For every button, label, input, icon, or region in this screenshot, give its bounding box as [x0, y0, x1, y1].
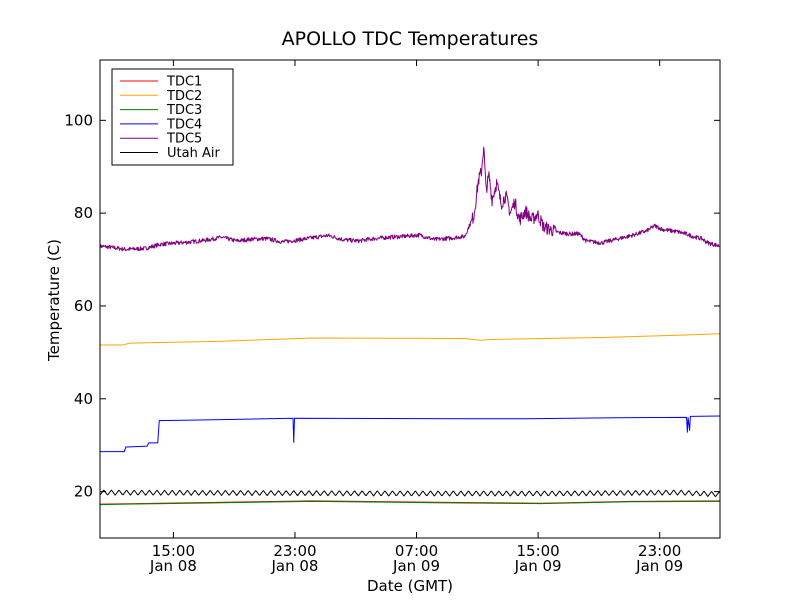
legend-label: TDC4 [166, 117, 202, 132]
x-tick-label-date: Jan 09 [392, 557, 440, 575]
y-axis-label: Temperature (C) [45, 239, 63, 362]
chart-title: APOLLO TDC Temperatures [282, 28, 539, 50]
x-tick-label-time: 15:00 [516, 542, 559, 560]
x-tick-label-time: 23:00 [638, 542, 681, 560]
x-tick-label-time: 23:00 [273, 542, 316, 560]
series-line-tdc4 [100, 415, 720, 453]
x-tick-label-time: 07:00 [395, 542, 438, 560]
series-line-tdc2 [100, 333, 720, 346]
series-layer [100, 146, 720, 506]
x-tick-label-date: Jan 09 [635, 557, 683, 575]
y-tick-label: 80 [74, 204, 93, 222]
y-tick-label: 40 [74, 390, 93, 408]
legend-label: TDC5 [166, 132, 202, 147]
x-tick-label-date: Jan 08 [149, 557, 197, 575]
x-axis-label: Date (GMT) [367, 577, 453, 595]
legend-label: TDC1 [166, 75, 202, 90]
legend-label: Utah Air [167, 146, 220, 161]
series-line-tdc5 [100, 146, 720, 252]
y-tick-label: 20 [74, 483, 93, 501]
legend-label: TDC3 [166, 103, 202, 118]
series-line-tdc3 [100, 500, 720, 506]
y-tick-label: 60 [74, 297, 93, 315]
x-tick-label-date: Jan 09 [514, 557, 562, 575]
plot-frame [99, 59, 721, 539]
y-tick-label: 100 [64, 111, 93, 129]
x-tick-label-time: 15:00 [152, 542, 195, 560]
series-line-utah-air [100, 489, 720, 497]
legend-label: TDC2 [166, 89, 202, 104]
legend-frame [111, 68, 234, 166]
x-tick-label-date: Jan 08 [270, 557, 318, 575]
